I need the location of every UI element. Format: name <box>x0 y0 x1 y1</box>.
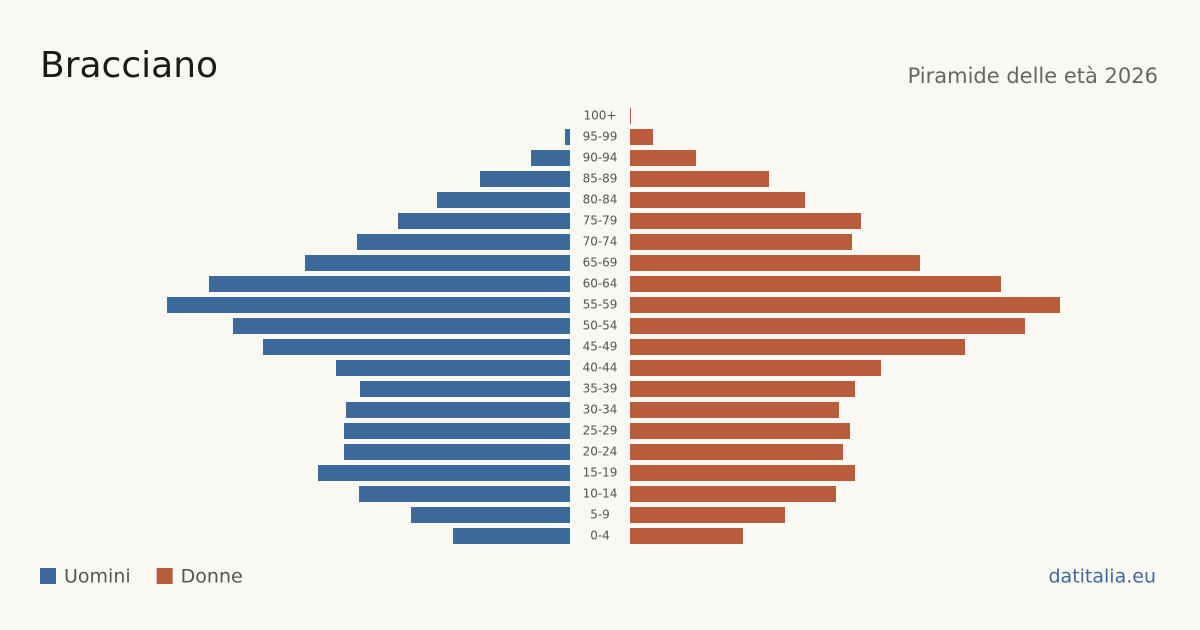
bar <box>630 234 852 250</box>
bar <box>630 465 855 481</box>
bar <box>344 444 570 460</box>
age-label: 95-99 <box>583 130 618 144</box>
bar <box>318 465 570 481</box>
age-label: 15-19 <box>583 466 618 480</box>
bar <box>630 255 920 271</box>
bar <box>630 360 881 376</box>
bar <box>630 444 843 460</box>
bar <box>630 423 850 439</box>
bar <box>630 192 805 208</box>
bar <box>630 297 1060 313</box>
age-label: 70-74 <box>583 235 618 249</box>
age-label: 5-9 <box>590 508 610 522</box>
bar <box>346 402 570 418</box>
age-label: 0-4 <box>590 529 610 543</box>
bar <box>398 213 570 229</box>
bar <box>167 297 570 313</box>
bar <box>630 150 696 166</box>
bar <box>305 255 570 271</box>
age-label: 65-69 <box>583 256 618 270</box>
bar <box>630 486 836 502</box>
age-label: 55-59 <box>583 298 618 312</box>
age-label: 10-14 <box>583 487 618 501</box>
bar <box>630 381 855 397</box>
bar <box>630 108 631 124</box>
bar <box>630 171 769 187</box>
age-label: 85-89 <box>583 172 618 186</box>
bar <box>630 129 653 145</box>
bar <box>480 171 570 187</box>
age-label: 30-34 <box>583 403 618 417</box>
age-label: 20-24 <box>583 445 618 459</box>
legend-label: Donne <box>181 566 243 588</box>
bar <box>359 486 570 502</box>
bar <box>630 507 785 523</box>
age-label: 100+ <box>584 109 617 123</box>
chart-subtitle: Piramide delle età 2026 <box>908 64 1158 88</box>
age-label: 45-49 <box>583 340 618 354</box>
bar <box>209 276 570 292</box>
bar <box>531 150 570 166</box>
age-label: 35-39 <box>583 382 618 396</box>
bar <box>630 339 965 355</box>
legend-swatch <box>156 568 173 584</box>
bar <box>336 360 570 376</box>
bar <box>357 234 570 250</box>
age-label: 90-94 <box>583 151 618 165</box>
age-label: 25-29 <box>583 424 618 438</box>
bar <box>630 528 743 544</box>
age-label: 50-54 <box>583 319 618 333</box>
bar <box>233 318 570 334</box>
legend-swatch <box>40 568 56 584</box>
bar <box>565 129 570 145</box>
bar <box>437 192 570 208</box>
bar <box>344 423 570 439</box>
bar <box>263 339 570 355</box>
bar <box>360 381 570 397</box>
bar <box>630 213 861 229</box>
age-label: 60-64 <box>583 277 618 291</box>
age-label: 75-79 <box>583 214 618 228</box>
bar <box>630 402 839 418</box>
legend-label: Uomini <box>64 566 131 588</box>
source: datitalia.eu <box>1049 566 1157 588</box>
bar <box>453 528 570 544</box>
age-label: 40-44 <box>583 361 618 375</box>
bar <box>411 507 570 523</box>
chart-title: Bracciano <box>40 45 218 86</box>
bar <box>630 276 1001 292</box>
bar <box>630 318 1025 334</box>
age-label: 80-84 <box>583 193 618 207</box>
